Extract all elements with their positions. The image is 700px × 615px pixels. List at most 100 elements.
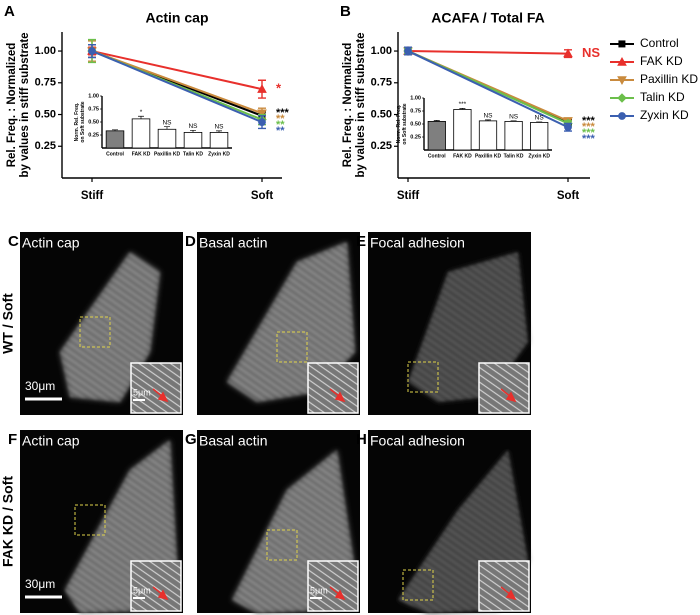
inset-scale-bar-label: 5μm bbox=[310, 585, 328, 595]
image-panel bbox=[368, 430, 531, 613]
error-bar bbox=[112, 129, 118, 131]
y-tick-label: 1.00 bbox=[88, 93, 99, 99]
image-panel bbox=[20, 430, 183, 613]
error-bar bbox=[433, 120, 440, 122]
image-caption: Actin cap bbox=[22, 433, 80, 449]
x-tick-label: Zyxin KD bbox=[528, 153, 550, 159]
roi-box bbox=[79, 316, 111, 348]
scale-bar-label: 30μm bbox=[25, 577, 55, 591]
bar bbox=[530, 122, 549, 151]
significance-label: * bbox=[140, 109, 143, 116]
y-tick-label: 0.75 bbox=[88, 106, 99, 112]
significance-label: *** bbox=[459, 101, 467, 108]
y-tick-label: 1.00 bbox=[371, 45, 392, 57]
error-bar bbox=[536, 121, 543, 123]
image-caption: Focal adhesion bbox=[370, 235, 465, 251]
significance-label: *** bbox=[582, 121, 596, 133]
marker bbox=[404, 47, 412, 55]
y-tick-label: 0.50 bbox=[88, 119, 99, 125]
marker bbox=[563, 48, 573, 58]
image-caption: Actin cap bbox=[22, 235, 80, 251]
series-line bbox=[407, 50, 569, 129]
y-tick-label: 0.75 bbox=[35, 77, 56, 89]
row-label: WT / Soft bbox=[0, 293, 16, 354]
image-caption: Focal adhesion bbox=[370, 433, 465, 449]
significance-label: NS bbox=[509, 114, 519, 121]
cell-fibers bbox=[227, 242, 355, 402]
y-tick-label: 0.25 bbox=[371, 140, 392, 152]
arrow bbox=[329, 388, 346, 403]
inset bbox=[478, 362, 530, 414]
significance-label: *** bbox=[276, 107, 290, 119]
y-axis-label-line: Norm. Rel. Freq. bbox=[396, 104, 402, 143]
y-tick-label: 0.50 bbox=[35, 108, 56, 120]
image-panel bbox=[20, 232, 183, 415]
inset bbox=[130, 362, 182, 414]
x-tick-label: FAK KD bbox=[453, 153, 472, 159]
legend-marker bbox=[617, 56, 627, 66]
inset-scale-bar-label: 5μm bbox=[133, 387, 151, 397]
bar bbox=[183, 131, 203, 149]
y-tick-label: 0.50 bbox=[410, 121, 421, 127]
y-tick-label: 1.00 bbox=[35, 45, 56, 57]
arrow bbox=[500, 586, 517, 601]
significance-label: *** bbox=[582, 115, 596, 127]
series-line bbox=[91, 50, 263, 91]
legend-marker bbox=[617, 76, 627, 86]
x-tick-label: FAK KD bbox=[132, 151, 151, 157]
panel-letter: H bbox=[356, 431, 367, 448]
panel-letter: G bbox=[185, 431, 197, 448]
y-tick-label: 0.25 bbox=[35, 140, 56, 152]
roi-box bbox=[407, 361, 439, 393]
error-bar bbox=[510, 120, 517, 122]
bar bbox=[209, 131, 229, 149]
significance-label: NS bbox=[188, 123, 198, 130]
x-tick-label: Zyxin KD bbox=[208, 151, 230, 157]
y-tick-label: 0.50 bbox=[371, 108, 392, 120]
significance-label: ** bbox=[276, 119, 285, 131]
error-bar bbox=[164, 126, 170, 130]
x-tick-label: Control bbox=[106, 151, 124, 157]
inset bbox=[307, 560, 359, 612]
roi-box bbox=[74, 504, 106, 536]
x-tick-label: Talin KD bbox=[504, 153, 524, 159]
panel-letter: B bbox=[340, 3, 351, 20]
x-tick-label: Paxillin KD bbox=[475, 153, 502, 159]
significance-label: NS bbox=[214, 124, 224, 131]
panel-letter: D bbox=[185, 233, 196, 250]
legend-label: FAK KD bbox=[640, 54, 683, 68]
y-tick-label: 0.75 bbox=[371, 77, 392, 89]
bar bbox=[453, 109, 472, 151]
y-tick-label: 0.25 bbox=[410, 134, 421, 140]
marker bbox=[88, 47, 96, 55]
error-bar bbox=[459, 108, 466, 110]
image-panel bbox=[197, 232, 360, 415]
panel-letter: F bbox=[8, 431, 17, 448]
series-line bbox=[407, 50, 569, 55]
marker bbox=[258, 118, 266, 127]
y-axis-label-line: on Soft substrate bbox=[402, 103, 408, 144]
bar bbox=[105, 130, 125, 149]
significance-label: NS bbox=[582, 45, 600, 60]
y-axis-label: Rel. Freq. : Normalizedby values in stif… bbox=[342, 32, 367, 177]
legend-label: Control bbox=[640, 36, 679, 50]
error-bar bbox=[485, 119, 491, 121]
panel-letter: C bbox=[8, 233, 19, 250]
arrow bbox=[500, 388, 517, 403]
significance-label: ** bbox=[276, 125, 285, 137]
y-axis-label-line: on Soft substrate bbox=[80, 101, 86, 142]
arrow bbox=[152, 586, 169, 601]
image-panel bbox=[368, 232, 531, 415]
significance-label: *** bbox=[582, 133, 596, 145]
arrow bbox=[329, 586, 346, 601]
y-tick-label: 0.25 bbox=[88, 132, 99, 138]
y-axis-label: Norm. Rel. Freq.on Soft substrate bbox=[396, 103, 408, 144]
error-bar bbox=[216, 130, 222, 133]
inset-scale-bar-label: 5μm bbox=[133, 585, 151, 595]
bar bbox=[157, 128, 177, 149]
x-tick-label: Talin KD bbox=[183, 151, 203, 157]
y-axis-label-line: Rel. Freq. : Normalized bbox=[6, 43, 18, 168]
x-tick-label: Paxillin KD bbox=[154, 151, 181, 157]
y-axis-label-line: Rel. Freq. : Normalized bbox=[342, 43, 354, 168]
